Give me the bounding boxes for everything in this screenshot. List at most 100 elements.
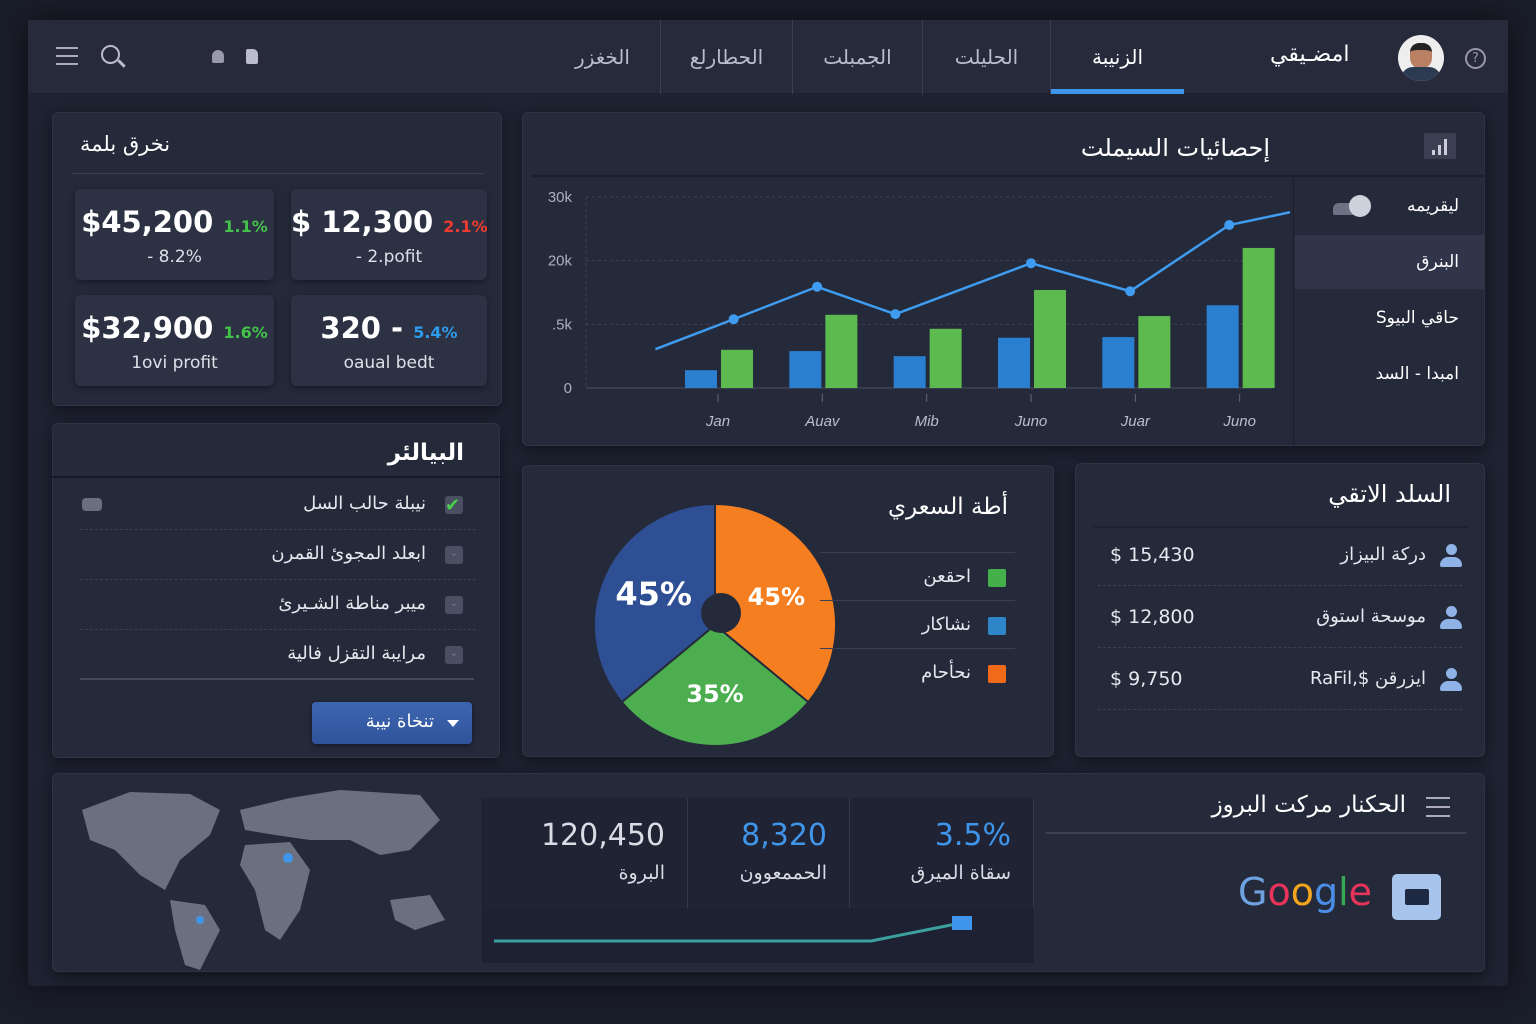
map-marker	[283, 853, 293, 863]
stat-value: 8,320	[741, 818, 827, 853]
new-task-dropdown-button[interactable]: تنخاة نيبة	[312, 702, 472, 744]
google-logo: Google	[1238, 870, 1373, 914]
bar-green	[1242, 247, 1275, 388]
pie-slice	[593, 502, 716, 704]
kpi-value: $32,900 1.6%	[81, 311, 268, 345]
legend-label: نشاكار	[921, 614, 971, 635]
y-tick-label: .5k	[552, 316, 573, 333]
pie-label: 35%	[686, 680, 743, 708]
divider	[820, 600, 1015, 601]
x-tick-label: Juno	[1222, 413, 1256, 430]
task-label: ابعلد المجوئ القمرن	[271, 543, 426, 564]
checkbox[interactable]: ⌄	[445, 646, 463, 664]
legend-swatch	[988, 569, 1006, 587]
kpi-sub: - 8.2%	[147, 247, 202, 267]
stat-label: سقاة الميرق	[910, 862, 1011, 884]
tasks-title: البيالئر	[387, 440, 464, 466]
pie-chart: 45% 35% 45%	[593, 502, 837, 747]
legend-label: احقعن	[923, 566, 971, 587]
user-icon	[1440, 606, 1462, 630]
divider	[1293, 177, 1294, 445]
kpi-value: 320 - 5.4%	[320, 311, 458, 345]
x-tick-label: Juar	[1120, 413, 1151, 430]
user-name: امضـيقي	[1270, 42, 1350, 67]
sales-menu-item[interactable]: ليقريمه	[1407, 196, 1459, 216]
kpi-card[interactable]: $32,900 1.6% 1ovi profit	[75, 295, 274, 386]
legend-label: نحأحام	[921, 662, 971, 683]
kpi-card[interactable]: $ 12,300 2.1% - 2.pofit	[291, 189, 488, 280]
bar-green	[825, 314, 858, 388]
tab-4[interactable]: الزنيبة	[1050, 20, 1184, 94]
line-point	[728, 314, 739, 325]
kpi-change: 1.1%	[223, 217, 268, 236]
pie-label: 45%	[748, 583, 805, 611]
line-point	[1125, 286, 1136, 297]
divider	[80, 678, 474, 680]
help-icon[interactable]: ?	[1465, 48, 1486, 69]
pie-slice	[714, 502, 837, 704]
world-map	[82, 790, 445, 970]
tab-1[interactable]: الحطارلع	[660, 20, 792, 94]
legend-swatch	[988, 617, 1006, 635]
pie-label: 45%	[615, 575, 692, 613]
top-nav	[28, 20, 1508, 94]
kpi-card[interactable]: $45,200 1.1% - 8.2%	[75, 189, 274, 280]
bar-blue	[1102, 337, 1135, 388]
pie-hole	[701, 593, 741, 633]
avatar[interactable]	[1398, 35, 1444, 81]
divider	[1046, 832, 1466, 834]
y-tick-label: 20k	[548, 253, 573, 270]
kpi-change: 1.6%	[223, 323, 268, 342]
bell-icon[interactable]	[212, 50, 224, 63]
kpi-value: $45,200 1.1%	[81, 205, 268, 239]
search-icon[interactable]	[101, 45, 120, 64]
tab-0[interactable]: الخغزر	[575, 45, 630, 69]
kpi-change: 2.1%	[443, 217, 488, 236]
line-point	[890, 309, 901, 320]
x-tick-label: Juno	[1014, 413, 1048, 430]
divider	[80, 529, 476, 530]
line-point	[812, 281, 823, 292]
sales-menu-item[interactable]: البنرق	[1295, 235, 1485, 289]
checkbox[interactable]: ⌄	[445, 546, 463, 564]
task-label: مرايبة التقزل فالية	[287, 643, 426, 664]
traffic-stat: 3.5% سقاة الميرق	[850, 798, 1034, 908]
divider	[820, 648, 1015, 649]
document-icon[interactable]	[246, 49, 258, 64]
divider	[1094, 526, 1468, 528]
kpi-change: 5.4%	[413, 323, 458, 342]
pie-title: أطة السعري	[887, 494, 1008, 520]
menu-icon[interactable]	[56, 47, 78, 65]
tab-2[interactable]: الجمبلت	[792, 20, 922, 94]
bar-blue	[1206, 305, 1239, 388]
y-tick-label: 0	[564, 380, 572, 397]
top-name: موسحة استوق	[1316, 606, 1426, 627]
checked-checkbox[interactable]: ✔	[445, 496, 463, 515]
kpi-card[interactable]: 320 - 5.4% oaual bedt	[291, 295, 487, 386]
stat-value: 3.5%	[934, 818, 1011, 853]
bar-green	[1034, 289, 1066, 388]
top-name: دركة البيزاز	[1340, 544, 1426, 565]
kpi-sub: 1ovi profit	[131, 353, 218, 373]
stat-label: البروة	[618, 862, 665, 884]
briefcase-button[interactable]	[1392, 874, 1441, 920]
sales-menu-item[interactable]: امبدا - السد	[1375, 364, 1459, 384]
user-icon	[1440, 544, 1462, 568]
toggle-pill[interactable]	[82, 498, 102, 511]
tab-3[interactable]: الحليلت	[922, 20, 1050, 94]
kpi-sub: - 2.pofit	[355, 247, 423, 267]
traffic-sparkline	[494, 916, 972, 943]
kpi-value: $ 12,300 2.1%	[291, 205, 488, 239]
cloud-icon	[1333, 195, 1377, 217]
divider	[52, 476, 500, 478]
divider	[80, 629, 476, 630]
y-tick-label: 30k	[548, 189, 573, 206]
pie-slice	[620, 623, 810, 747]
list-icon[interactable]	[1426, 797, 1450, 817]
top-amount: $ 15,430	[1110, 544, 1195, 566]
checkbox[interactable]: ⌄	[445, 596, 463, 614]
bar-chart-icon[interactable]	[1424, 133, 1456, 159]
sales-menu-item[interactable]: حاقي البيوS	[1375, 308, 1459, 328]
x-tick-label: Jan	[705, 413, 730, 430]
bar-blue	[893, 356, 926, 388]
